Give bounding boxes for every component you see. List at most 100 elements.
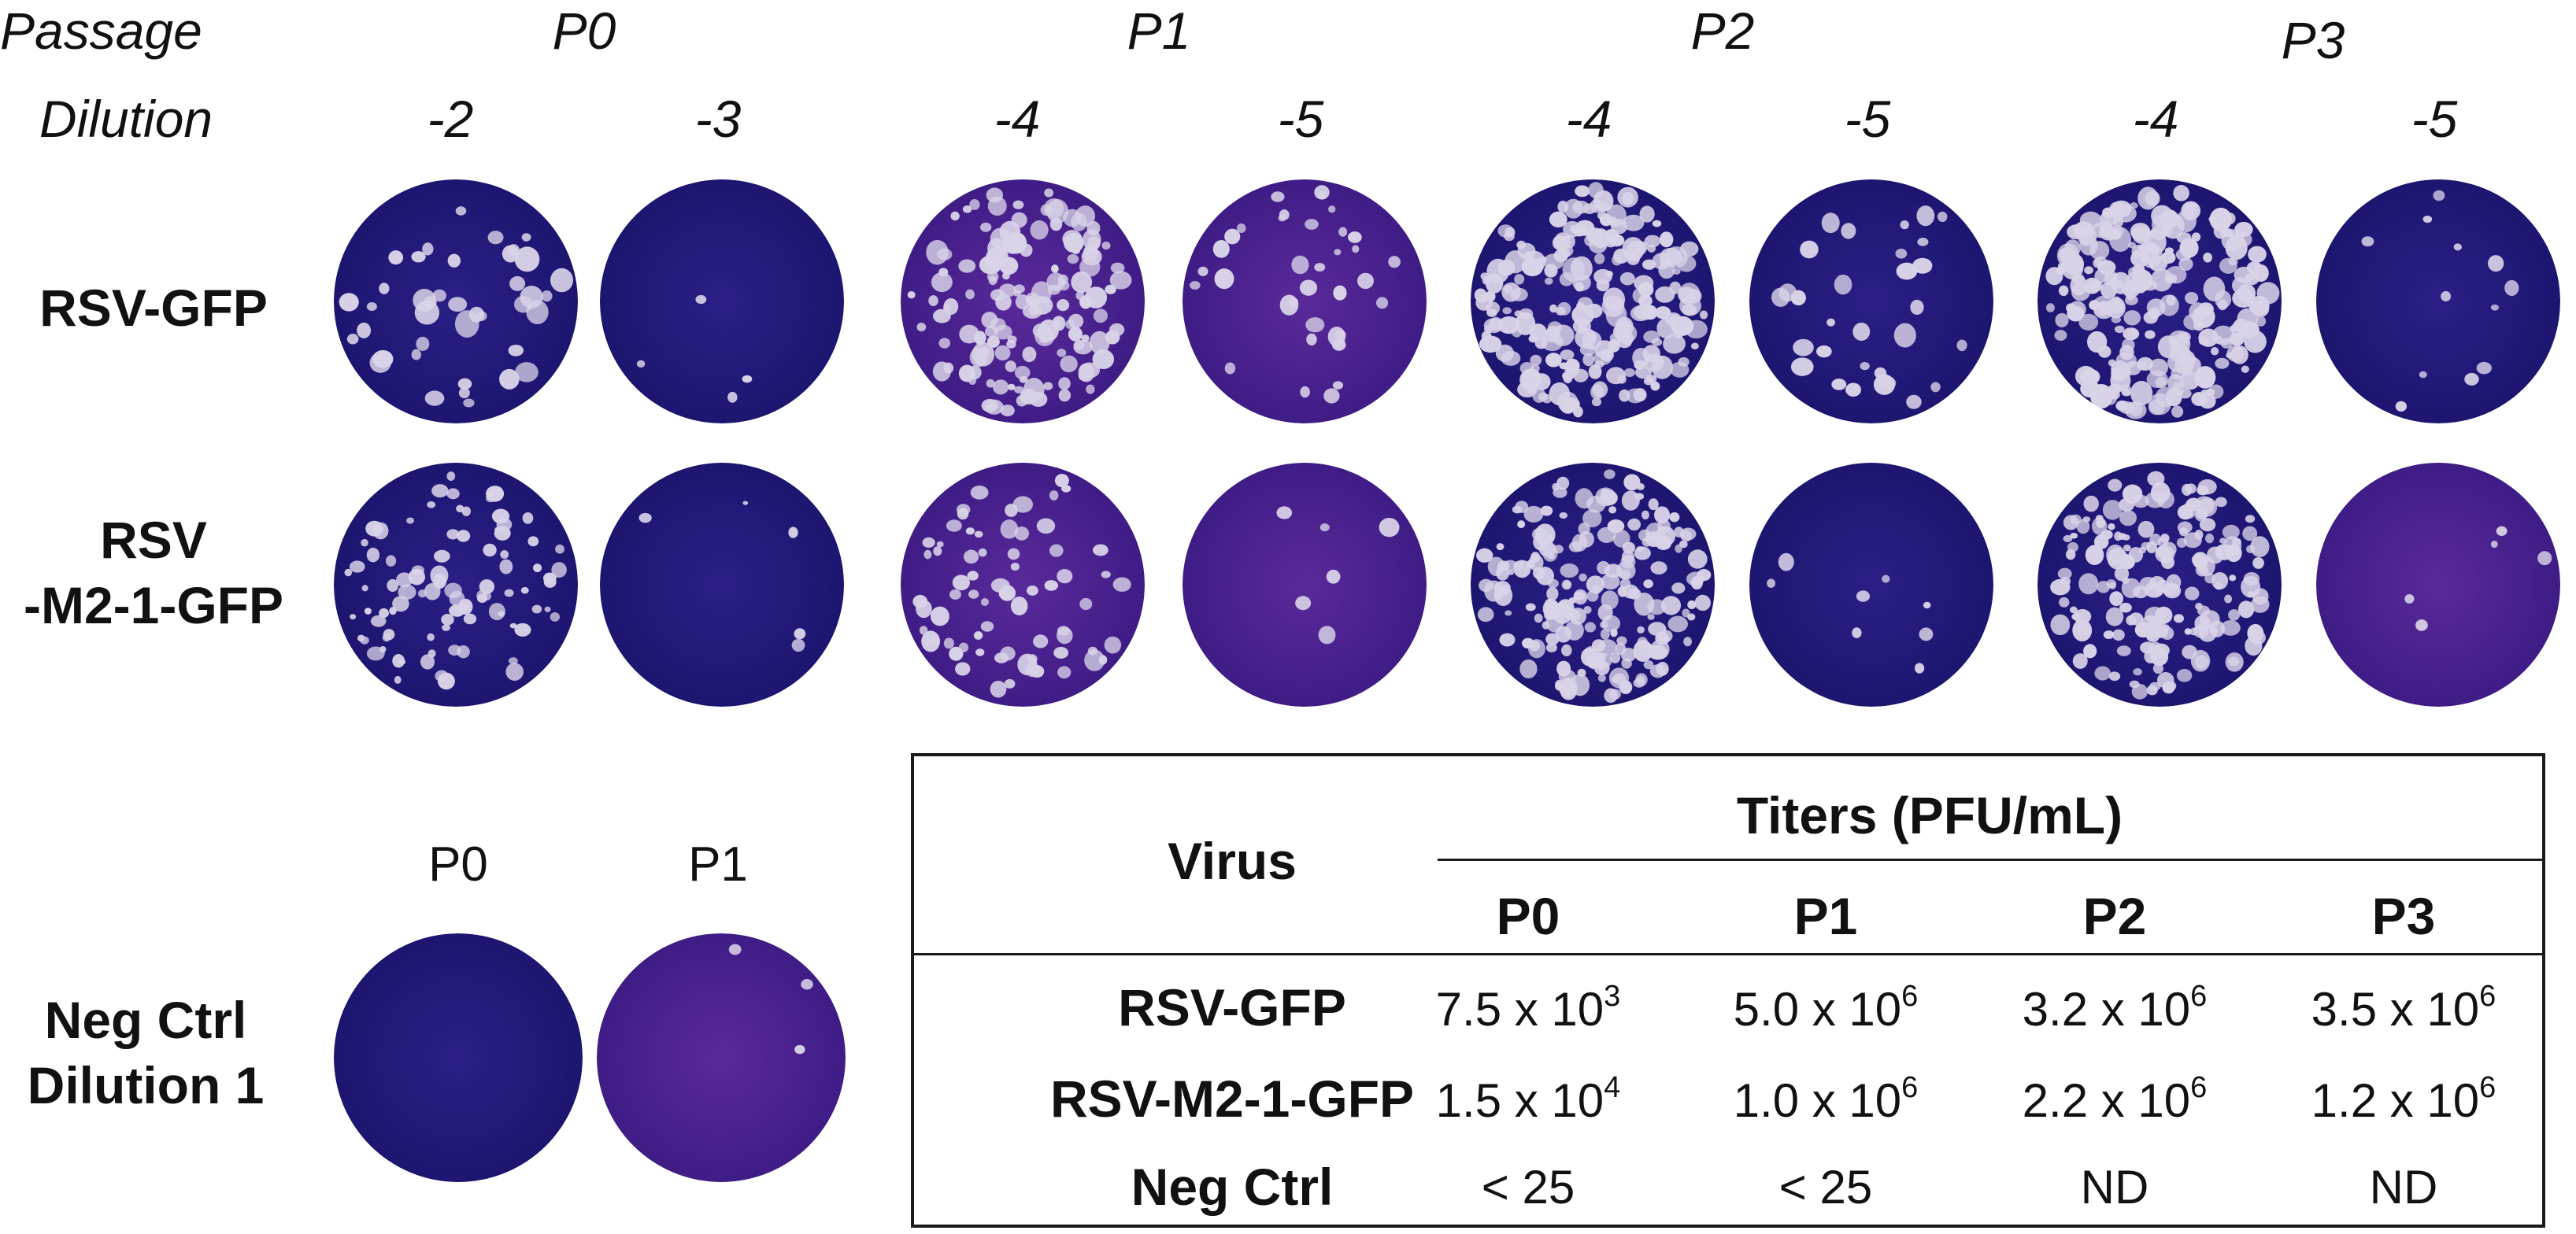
plaque-spot [1680, 241, 1699, 257]
plaque-spot [1278, 215, 1286, 222]
plaque-spot [1093, 308, 1108, 323]
plaque-spot [1028, 304, 1039, 316]
plaque-spot [791, 638, 805, 652]
plaque-spot [2085, 545, 2104, 566]
plaque-spot [1105, 284, 1116, 294]
plaque-spot [1608, 506, 1617, 514]
table-cell: 1.0 x 106 [1733, 1071, 1919, 1127]
plaque-spot [980, 621, 994, 632]
plaque-plate-rsv-gfp-p1-d4 [901, 179, 1145, 423]
plaque-spot [1014, 365, 1031, 380]
plaque-spot [2199, 518, 2216, 532]
plaque-spot [1570, 256, 1593, 281]
plaque-plate-neg-ctrl-p0 [334, 933, 583, 1182]
plaque-spot [1318, 626, 1336, 645]
plaque-spot [2114, 325, 2125, 334]
plaque-spot [1058, 389, 1071, 402]
plaque-spot [1073, 339, 1093, 355]
plaque-spot [930, 606, 949, 626]
plaque-spot [2131, 226, 2152, 242]
table-header-virus: Virus [1168, 832, 1297, 890]
plaque-spot [2093, 534, 2109, 549]
plaque-spot [1632, 347, 1650, 368]
plaque-spot [392, 596, 409, 612]
plaque-spot [986, 335, 1000, 348]
plaque-spot [2145, 330, 2156, 339]
plaque-spot [2078, 313, 2099, 331]
plaque-spot [1357, 272, 1374, 290]
plaque-spot [1547, 553, 1555, 560]
plaque-spot [2108, 359, 2116, 367]
plaque-spot [1558, 605, 1569, 615]
plaque-spot [2083, 495, 2099, 512]
plaque-spot [2496, 526, 2508, 536]
plaque-spot [1214, 268, 1234, 290]
plaque-spot [1623, 368, 1636, 378]
plaque-spot [1480, 272, 1490, 280]
plaque-spot [2105, 607, 2124, 626]
plaque-spot [2245, 515, 2256, 523]
plaque-spot [957, 508, 969, 520]
plaque-plate-rsv-m2-p3-d4 [2037, 463, 2282, 707]
plaque-spot [984, 399, 1004, 415]
plaque-spot [1582, 509, 1602, 528]
plaque-spot [1081, 248, 1102, 266]
plaque-spot [962, 205, 972, 213]
plaque-spot [2184, 291, 2199, 305]
plaque-spot [1637, 675, 1645, 683]
plaque-spot [2197, 605, 2210, 616]
plaque-spot [346, 334, 359, 345]
plaque-spot [1212, 239, 1230, 258]
plaque-spot [1049, 544, 1064, 557]
plaque-spot [1543, 253, 1564, 270]
plaque-spot [1319, 523, 1330, 532]
plaque-spot [2211, 325, 2235, 345]
plaque-spot [432, 289, 447, 302]
plaque-spot [1684, 320, 1708, 339]
plaque-spot [1617, 187, 1638, 208]
plaque-spot [491, 508, 510, 524]
table-divider-header [914, 953, 2545, 955]
plaque-spot [1646, 375, 1657, 383]
plaque-spot [446, 488, 460, 500]
plaque-spot [1767, 578, 1776, 588]
table-cell: 1.5 x 104 [1435, 1071, 1621, 1127]
plaque-spot [2108, 478, 2123, 492]
plaque-spot [1051, 264, 1059, 273]
plaque-spot [1667, 615, 1688, 633]
plaque-spot [1517, 520, 1526, 529]
plaque-spot [1046, 199, 1069, 224]
plaque-spot [379, 608, 389, 619]
plaque-spot [1638, 529, 1652, 542]
plaque-spot [508, 344, 524, 357]
plaque-spot [1919, 627, 1934, 641]
plaque-spot [801, 979, 813, 990]
row-label-rsv-gfp: RSV-GFP [39, 279, 268, 337]
plaque-spot [370, 615, 387, 627]
plaque-spot [1334, 249, 1342, 256]
plaque-spot [1499, 633, 1516, 647]
plaque-spot [1314, 263, 1326, 272]
plaque-spot [1564, 620, 1584, 641]
plaque-spot [379, 283, 390, 294]
plaque-spot [1642, 259, 1656, 270]
plaque-spot [2083, 644, 2097, 659]
plaque-spot [1655, 306, 1671, 320]
plaque-spot [2111, 200, 2132, 218]
plaque-spot [1687, 600, 1697, 609]
plaque-spot [1699, 310, 1708, 320]
plaque-spot [2063, 515, 2079, 530]
plaque-spot [551, 562, 567, 578]
plaque-spot [2119, 367, 2131, 379]
plaque-spot [1630, 305, 1651, 322]
plaque-spot [964, 549, 979, 564]
plaque-spot [1000, 405, 1015, 417]
plaque-spot [1687, 549, 1708, 569]
plaque-spot [2189, 627, 2199, 636]
passage-header-p1: P1 [1127, 2, 1191, 60]
plaque-spot [2141, 541, 2151, 550]
plaque-spot [2178, 350, 2196, 370]
plaque-spot [638, 512, 652, 523]
table-header-titers: Titers (PFU/mL) [1736, 786, 2123, 844]
plaque-spot [916, 600, 932, 619]
